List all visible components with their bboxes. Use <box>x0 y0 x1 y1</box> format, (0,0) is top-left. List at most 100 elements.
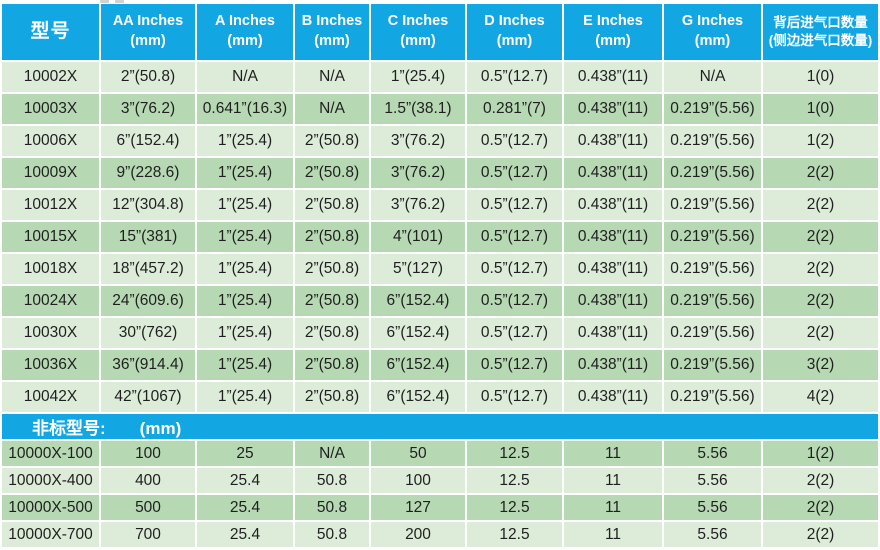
col-header-vents: 背后进气口数量 (侧边进气口数量) <box>763 4 878 60</box>
value-cell: 2”(50.8) <box>295 254 369 284</box>
value-cell: 0.438”(11) <box>564 94 662 124</box>
model-cell: 10030X <box>2 318 99 348</box>
value-cell: 2(2) <box>763 522 878 547</box>
value-cell: 0.5”(12.7) <box>467 286 562 316</box>
value-cell: 2(2) <box>763 254 878 284</box>
value-cell: 30”(762) <box>101 318 195 348</box>
value-cell: 18”(457.2) <box>101 254 195 284</box>
value-cell: 1(2) <box>763 126 878 156</box>
value-cell: 400 <box>101 468 195 493</box>
value-cell: 11 <box>564 441 662 466</box>
model-cell: 10036X <box>2 350 99 380</box>
model-cell: 10018X <box>2 254 99 284</box>
value-cell: 0.219”(5.56) <box>664 286 761 316</box>
value-cell: N/A <box>197 62 293 92</box>
value-cell: 2(2) <box>763 318 878 348</box>
nonstandard-section-header: 非标型号: (mm) <box>2 414 878 439</box>
value-cell: 12.5 <box>467 495 562 520</box>
value-cell: 5.56 <box>664 468 761 493</box>
value-cell: 12.5 <box>467 468 562 493</box>
value-cell: 0.5”(12.7) <box>467 190 562 220</box>
col-header-b: B Inches (mm) <box>295 4 369 60</box>
col-header-a: A Inches (mm) <box>197 4 293 60</box>
value-cell: 0.219”(5.56) <box>664 94 761 124</box>
value-cell: 0.219”(5.56) <box>664 190 761 220</box>
value-cell: 3”(76.2) <box>371 158 465 188</box>
value-cell: 2”(50.8) <box>101 62 195 92</box>
separator-unit: (mm) <box>139 419 182 438</box>
value-cell: 36”(914.4) <box>101 350 195 380</box>
value-cell: 0.438”(11) <box>564 318 662 348</box>
model-cell: 10009X <box>2 158 99 188</box>
value-cell: 2(2) <box>763 495 878 520</box>
crop-artifact <box>100 0 130 3</box>
value-cell: 25.4 <box>197 468 293 493</box>
col-header-c: C Inches (mm) <box>371 4 465 60</box>
value-cell: 200 <box>371 522 465 547</box>
value-cell: 0.219”(5.56) <box>664 382 761 412</box>
value-cell: 1”(25.4) <box>197 190 293 220</box>
nonstandard-rows: 10000X-100 100 25 N/A 50 12.5 11 5.56 1(2) 10000X… <box>2 441 878 547</box>
value-cell: 1”(25.4) <box>371 62 465 92</box>
value-cell: 2(2) <box>763 158 878 188</box>
value-cell: 0.438”(11) <box>564 158 662 188</box>
table-row: 10012X 12”(304.8) 1”(25.4) 2”(50.8) 3”(76.2)… <box>2 190 878 220</box>
value-cell: 6”(152.4) <box>101 126 195 156</box>
model-cell: 10042X <box>2 382 99 412</box>
value-cell: 0.5”(12.7) <box>467 222 562 252</box>
table-row: 10030X 30”(762) 1”(25.4) 2”(50.8) 6”(152.4) 0… <box>2 318 878 348</box>
model-cell: 10006X <box>2 126 99 156</box>
value-cell: 6”(152.4) <box>371 286 465 316</box>
value-cell: 0.438”(11) <box>564 126 662 156</box>
value-cell: 2”(50.8) <box>295 286 369 316</box>
model-cell: 10002X <box>2 62 99 92</box>
table-row: 10002X 2”(50.8) N/A N/A 1”(25.4) 0.5”(12.7) 0.… <box>2 62 878 92</box>
value-cell: 1(2) <box>763 441 878 466</box>
value-cell: 25 <box>197 441 293 466</box>
table-row: 10018X 18”(457.2) 1”(25.4) 2”(50.8) 5”(127) 0… <box>2 254 878 284</box>
value-cell: 42”(1067) <box>101 382 195 412</box>
value-cell: 0.5”(12.7) <box>467 62 562 92</box>
value-cell: N/A <box>295 94 369 124</box>
model-cell: 10003X <box>2 94 99 124</box>
value-cell: 3”(76.2) <box>371 190 465 220</box>
table-row: 10000X-100 100 25 N/A 50 12.5 11 5.56 1(2) <box>2 441 878 466</box>
value-cell: 15”(381) <box>101 222 195 252</box>
value-cell: 6”(152.4) <box>371 318 465 348</box>
model-cell: 10000X-100 <box>2 441 99 466</box>
value-cell: 1”(25.4) <box>197 158 293 188</box>
value-cell: 3”(76.2) <box>371 126 465 156</box>
model-cell: 10015X <box>2 222 99 252</box>
standard-rows: 10002X 2”(50.8) N/A N/A 1”(25.4) 0.5”(12.7) 0.… <box>2 62 878 412</box>
value-cell: 1”(25.4) <box>197 286 293 316</box>
value-cell: 12”(304.8) <box>101 190 195 220</box>
value-cell: N/A <box>664 62 761 92</box>
value-cell: 5.56 <box>664 522 761 547</box>
value-cell: 1”(25.4) <box>197 382 293 412</box>
value-cell: 700 <box>101 522 195 547</box>
value-cell: 2”(50.8) <box>295 222 369 252</box>
value-cell: 2”(50.8) <box>295 350 369 380</box>
value-cell: 100 <box>371 468 465 493</box>
table-row: 10015X 15”(381) 1”(25.4) 2”(50.8) 4”(101) 0.5… <box>2 222 878 252</box>
col-header-d: D Inches (mm) <box>467 4 562 60</box>
value-cell: 5.56 <box>664 441 761 466</box>
value-cell: 1”(25.4) <box>197 350 293 380</box>
value-cell: 5.56 <box>664 495 761 520</box>
value-cell: 11 <box>564 495 662 520</box>
value-cell: 11 <box>564 468 662 493</box>
value-cell: 0.5”(12.7) <box>467 254 562 284</box>
value-cell: 2(2) <box>763 190 878 220</box>
col-header-e: E Inches (mm) <box>564 4 662 60</box>
value-cell: N/A <box>295 62 369 92</box>
value-cell: 25.4 <box>197 495 293 520</box>
value-cell: 2”(50.8) <box>295 190 369 220</box>
value-cell: 0.641”(16.3) <box>197 94 293 124</box>
value-cell: 9”(228.6) <box>101 158 195 188</box>
value-cell: 0.219”(5.56) <box>664 350 761 380</box>
value-cell: 0.219”(5.56) <box>664 126 761 156</box>
value-cell: 127 <box>371 495 465 520</box>
table-row: 10006X 6”(152.4) 1”(25.4) 2”(50.8) 3”(76.2) 0… <box>2 126 878 156</box>
value-cell: 50.8 <box>295 495 369 520</box>
